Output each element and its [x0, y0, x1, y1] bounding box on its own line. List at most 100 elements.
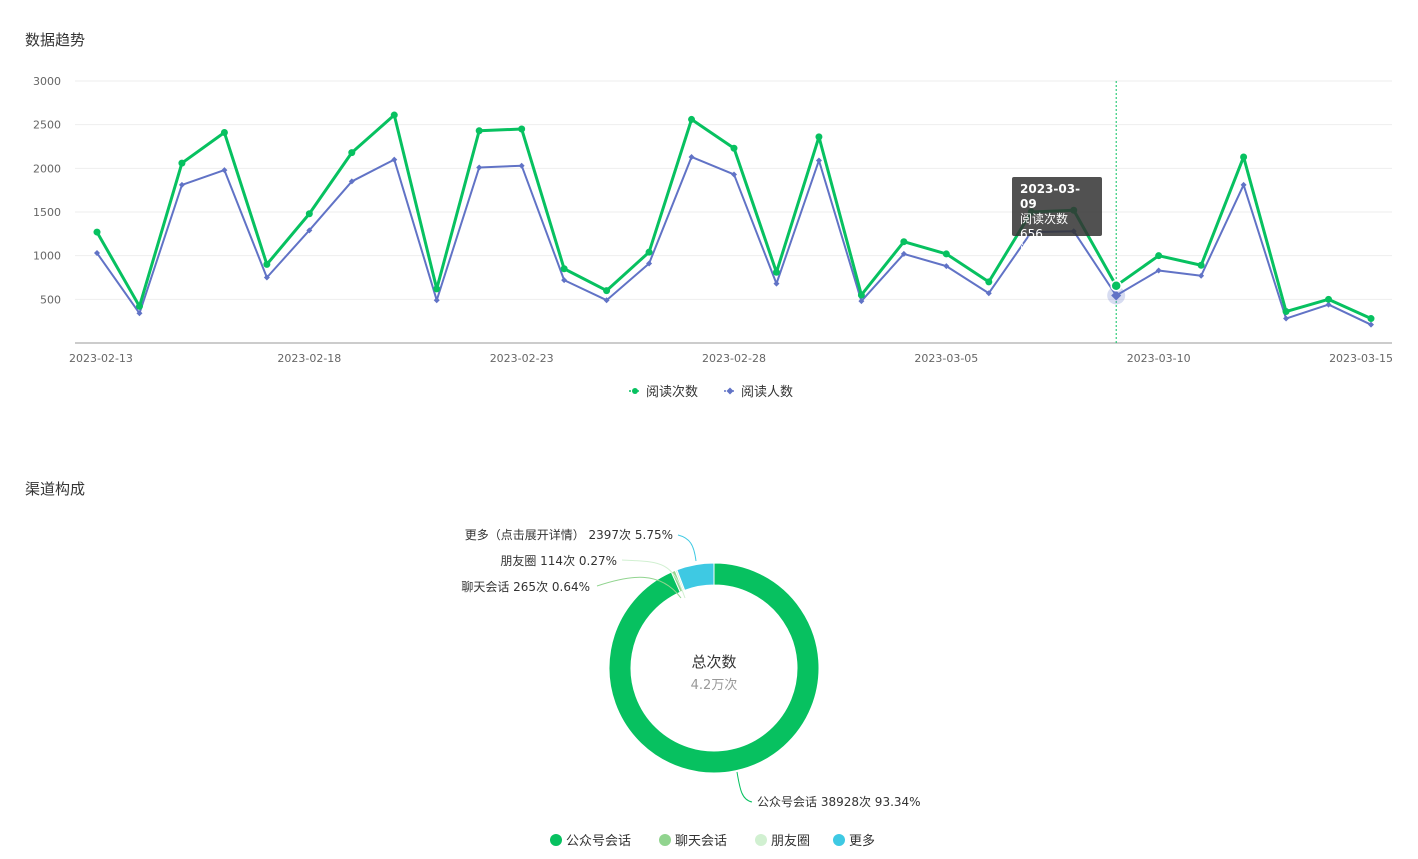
- data-point[interactable]: [815, 157, 822, 164]
- data-point[interactable]: [730, 144, 738, 152]
- data-point[interactable]: [645, 248, 653, 256]
- data-point[interactable]: [348, 149, 356, 157]
- chart-tooltip: 2023-03-09 阅读次数 656 阅读人数 544: [1012, 177, 1102, 271]
- legend-marker: [726, 387, 734, 395]
- x-tick-label: 2023-02-13: [69, 352, 133, 365]
- x-tick-label: 2023-02-18: [277, 352, 341, 365]
- x-tick-label: 2023-03-10: [1127, 352, 1191, 365]
- data-point[interactable]: [646, 260, 653, 267]
- tooltip-date: 2023-03-09: [1020, 182, 1081, 211]
- y-tick-label: 3000: [33, 75, 61, 88]
- data-point[interactable]: [476, 164, 483, 171]
- data-point[interactable]: [857, 291, 865, 299]
- slice-label: 聊天会话 265次 0.64%: [461, 580, 590, 594]
- x-tick-label: 2023-03-05: [914, 352, 978, 365]
- data-point[interactable]: [985, 278, 993, 286]
- data-point[interactable]: [263, 274, 270, 281]
- legend-marker: [659, 834, 671, 846]
- data-point[interactable]: [815, 133, 823, 141]
- data-point[interactable]: [773, 280, 780, 287]
- legend-label[interactable]: 朋友圈: [771, 833, 810, 849]
- donut-legend: 公众号会话 聊天会话 朋友圈 更多: [550, 833, 875, 849]
- legend-label[interactable]: 更多: [849, 833, 875, 849]
- data-point[interactable]: [1111, 290, 1122, 301]
- data-point[interactable]: [561, 277, 568, 284]
- legend-marker: [755, 834, 767, 846]
- data-point[interactable]: [518, 125, 526, 133]
- data-point[interactable]: [858, 298, 865, 305]
- slice-leader-line: [736, 771, 753, 803]
- data-point[interactable]: [603, 297, 610, 304]
- tooltip-line-1: 阅读次数 656: [1020, 212, 1069, 241]
- slice-leader-line: [596, 576, 682, 599]
- tooltip-line-2: 阅读人数 544: [1020, 242, 1069, 271]
- x-tick-label: 2023-02-23: [490, 352, 554, 365]
- data-point[interactable]: [985, 290, 992, 297]
- data-point[interactable]: [135, 302, 143, 310]
- data-point[interactable]: [900, 250, 907, 257]
- data-point[interactable]: [1155, 252, 1163, 260]
- data-point[interactable]: [221, 167, 228, 174]
- trend-section-title: 数据趋势: [25, 31, 86, 49]
- data-point[interactable]: [390, 111, 398, 119]
- data-point[interactable]: [93, 228, 101, 236]
- slice-label: 朋友圈 114次 0.27%: [500, 554, 617, 568]
- data-point[interactable]: [1198, 272, 1205, 279]
- data-point[interactable]: [1110, 279, 1122, 292]
- slice-leader-line: [621, 559, 686, 599]
- data-point[interactable]: [943, 263, 950, 270]
- data-point[interactable]: [1197, 261, 1205, 269]
- data-point[interactable]: [772, 268, 780, 276]
- data-point[interactable]: [1325, 295, 1333, 303]
- data-point[interactable]: [306, 227, 313, 234]
- slice-leader-line: [677, 534, 697, 562]
- data-point[interactable]: [391, 156, 398, 163]
- data-point[interactable]: [94, 250, 100, 257]
- data-point[interactable]: [942, 250, 950, 258]
- data-point[interactable]: [731, 171, 737, 178]
- data-point[interactable]: [560, 265, 568, 273]
- x-tick-label: 2023-02-28: [702, 352, 766, 365]
- donut-slice[interactable]: [676, 562, 715, 591]
- data-point[interactable]: [220, 129, 228, 137]
- legend-label[interactable]: 聊天会话: [675, 834, 727, 849]
- data-point[interactable]: [263, 260, 271, 268]
- data-point[interactable]: [433, 285, 441, 293]
- data-point[interactable]: [136, 310, 143, 317]
- data-point[interactable]: [1155, 267, 1162, 274]
- data-point[interactable]: [688, 115, 696, 123]
- data-point[interactable]: [1283, 315, 1290, 322]
- data-point[interactable]: [1325, 301, 1332, 308]
- data-point[interactable]: [305, 210, 313, 218]
- data-point[interactable]: [1282, 308, 1290, 316]
- data-point[interactable]: [1240, 181, 1247, 188]
- data-point[interactable]: [475, 127, 483, 135]
- x-tick-label: 2023-03-15: [1329, 352, 1393, 365]
- data-point[interactable]: [688, 153, 695, 160]
- data-point[interactable]: [1367, 315, 1375, 323]
- data-point[interactable]: [348, 178, 355, 185]
- slice-label: 公众号会话 38928次 93.34%: [757, 795, 921, 809]
- data-point[interactable]: [433, 297, 440, 304]
- channel-section-title: 渠道构成: [25, 480, 86, 498]
- data-point[interactable]: [178, 181, 185, 188]
- data-point[interactable]: [900, 238, 908, 246]
- y-tick-label: 1500: [33, 206, 61, 219]
- slice-label: 更多（点击展开详情） 2397次 5.75%: [465, 527, 673, 542]
- line-chart[interactable]: 500 1000 1500 2000 2500 3000 2023-02-13 2023-02…: [0, 0, 1418, 420]
- legend-label[interactable]: 公众号会话: [566, 834, 631, 849]
- legend-marker: [632, 388, 638, 394]
- data-point[interactable]: [178, 159, 186, 167]
- data-point[interactable]: [518, 162, 525, 169]
- data-point[interactable]: [1368, 321, 1374, 328]
- y-tick-label: 1000: [33, 250, 61, 263]
- legend-label[interactable]: 阅读人数: [741, 385, 793, 400]
- data-point[interactable]: [1240, 153, 1248, 161]
- data-point[interactable]: [603, 287, 611, 295]
- legend-marker: [833, 834, 845, 846]
- legend-label[interactable]: 阅读次数: [646, 384, 698, 400]
- y-tick-label: 2000: [33, 162, 61, 175]
- donut-center-value: 4.2万次: [691, 677, 738, 693]
- y-tick-label: 500: [40, 293, 61, 306]
